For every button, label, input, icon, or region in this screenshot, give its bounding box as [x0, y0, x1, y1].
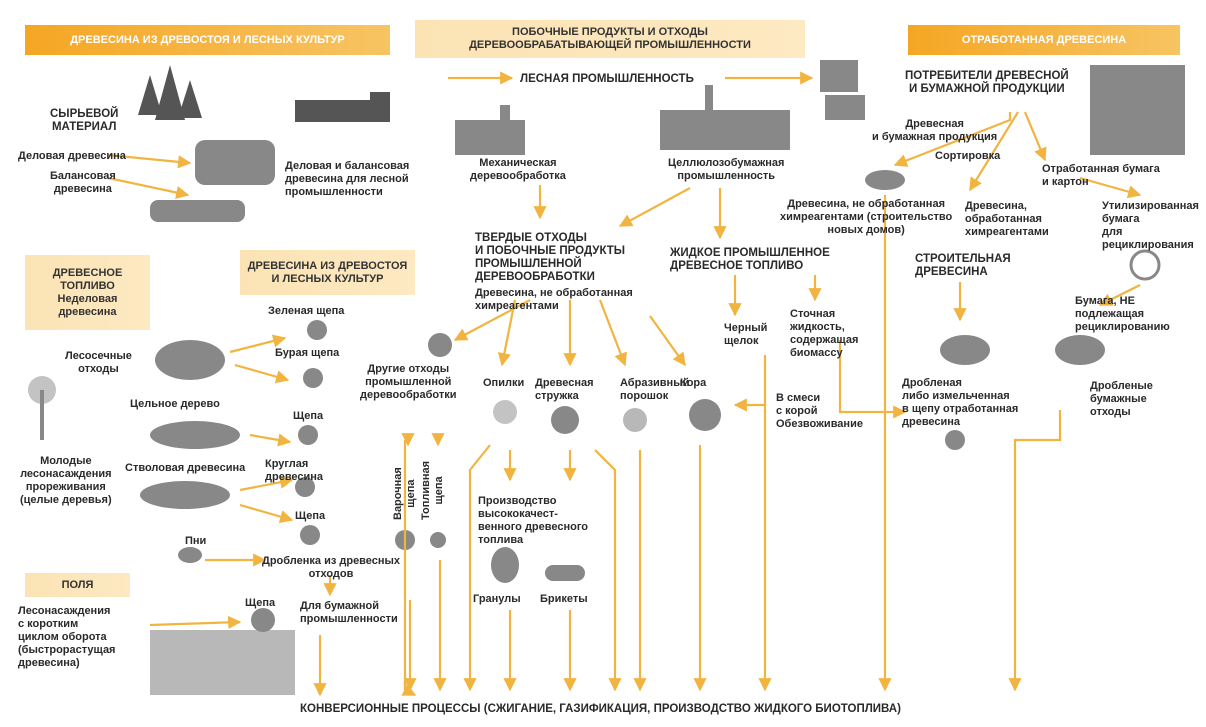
label: ТВЕРДЫЕ ОТХОДЫ И ПОБОЧНЫЕ ПРОДУКТЫ ПРОМЫ… [475, 232, 625, 284]
label: Щепа [293, 410, 323, 423]
label: Щепа [245, 597, 275, 610]
label: Гранулы [473, 593, 521, 606]
label: СЫРЬЕВОЙ МАТЕРИАЛ [50, 108, 118, 134]
header: ОТРАБОТАННАЯ ДРЕВЕСИНА [908, 25, 1180, 55]
header: ДРЕВЕСИНА ИЗ ДРЕВОСТОЯ И ЛЕСНЫХ КУЛЬТУР [25, 25, 390, 55]
label: Отработанная бумага и картон [1042, 163, 1160, 189]
label: Опилки [483, 377, 524, 390]
label: Балансовая древесина [50, 170, 116, 196]
label: Абразивный порошок [620, 377, 689, 403]
label: В смеси с корой Обезвоживание [776, 392, 863, 431]
label: Целлюлозобумажная промышленность [668, 157, 784, 183]
header: ПОЛЯ [25, 573, 130, 597]
label: Другие отходы промышленной деревообработ… [360, 363, 457, 402]
label: Древесина, не обработанная химреагентами [475, 287, 633, 313]
label: Щепа [295, 510, 325, 523]
label: Лесосечные отходы [65, 350, 132, 376]
label: Для бумажной промышленности [300, 600, 398, 626]
label: Утилизированная бумага для рециклировани… [1102, 200, 1206, 252]
label: Механическая деревообработка [470, 157, 566, 183]
label: Бурая щепа [275, 347, 339, 360]
label: Производство высококачест- венного древе… [478, 495, 588, 547]
label: ПОТРЕБИТЕЛИ ДРЕВЕСНОЙ И БУМАЖНОЙ ПРОДУКЦ… [905, 70, 1069, 96]
label: Дробленая либо измельченная в щепу отраб… [902, 377, 1018, 429]
label: Древесина, обработанная химреагентами [965, 200, 1049, 239]
label: ЛЕСНАЯ ПРОМЫШЛЕННОСТЬ [520, 73, 694, 86]
header: ДРЕВЕСНОЕ ТОПЛИВО Неделовая древесина [25, 255, 150, 330]
label: Сточная жидкость, содержащая биомассу [790, 308, 858, 360]
label: ЖИДКОЕ ПРОМЫШЛЕННОЕ ДРЕВЕСНОЕ ТОПЛИВО [670, 247, 830, 273]
label: Брикеты [540, 593, 588, 606]
label: Древесная и бумажная продукция [872, 118, 997, 144]
label: Кора [680, 377, 706, 390]
label: СТРОИТЕЛЬНАЯ ДРЕВЕСИНА [915, 253, 1011, 279]
diagram: ДРЕВЕСИНА ИЗ ДРЕВОСТОЯ И ЛЕСНЫХ КУЛЬТУР … [0, 0, 1206, 727]
label: Цельное дерево [130, 398, 220, 411]
label: Сортировка [935, 150, 1000, 163]
label: Бумага, НЕ подлежащая рециклированию [1075, 295, 1170, 334]
bottom-label: КОНВЕРСИОННЫЕ ПРОЦЕССЫ (СЖИГАНИЕ, ГАЗИФИ… [300, 703, 901, 716]
header: ДРЕВЕСИНА ИЗ ДРЕВОСТОЯ И ЛЕСНЫХ КУЛЬТУР [240, 250, 415, 295]
label: Деловая древесина [18, 150, 126, 163]
label: Черный щелок [724, 322, 767, 348]
label: Древесная стружка [535, 377, 594, 403]
label: Стволовая древесина [125, 462, 245, 475]
label: Топливная щепа [420, 461, 446, 520]
label: Дробленка из древесных отходов [262, 555, 400, 581]
label: Пни [185, 535, 206, 548]
label: Лесонасаждения с коротким циклом оборота… [18, 605, 115, 670]
label: Дробленые бумажные отходы [1090, 380, 1153, 419]
arrows-and-icons [0, 0, 1206, 727]
label: Зеленая щепа [268, 305, 344, 318]
label: Деловая и балансовая древесина для лесно… [285, 160, 409, 199]
header: ПОБОЧНЫЕ ПРОДУКТЫ И ОТХОДЫ ДЕРЕВООБРАБАТ… [415, 20, 805, 58]
label: Круглая древесина [265, 458, 323, 484]
label: Варочная щепа [392, 467, 418, 520]
label: Древесина, не обработанная химреагентами… [780, 198, 952, 237]
label: Молодые лесонасаждения прореживания (цел… [20, 455, 112, 507]
